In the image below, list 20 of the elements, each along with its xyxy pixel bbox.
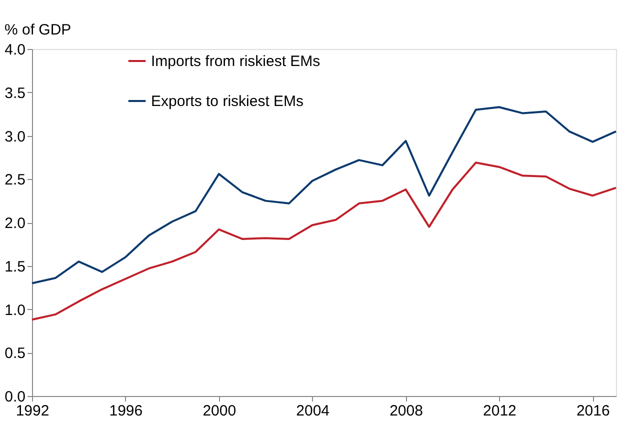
y-tick-label: 1.5: [4, 258, 26, 276]
x-tick-label: 2016: [576, 402, 610, 420]
y-tick-label: 3.0: [4, 128, 26, 146]
x-tick-label: 2008: [390, 402, 423, 420]
y-tick-label: 2.0: [4, 215, 26, 232]
y-tick-label: 3.5: [4, 84, 26, 102]
x-tick-label: 1996: [109, 402, 143, 420]
x-tick-label: 1992: [16, 402, 50, 420]
y-tick-label: 1.0: [4, 302, 26, 319]
y-tick-label: 0.0: [4, 388, 26, 406]
y-axis-title: % of GDP: [4, 22, 72, 38]
y-tick-label: 4.0: [4, 42, 26, 58]
y-tick-label: 2.5: [4, 172, 26, 189]
line-series: [31, 162, 617, 321]
legend-label: Exports to riskiest EMs: [151, 93, 304, 110]
x-tick-label: 2004: [296, 402, 330, 420]
legend-label: Imports from riskiest EMs: [151, 53, 320, 70]
y-tick-label: 0.5: [4, 345, 26, 362]
x-tick-label: 2012: [483, 402, 516, 420]
x-tick-label: 2000: [202, 402, 236, 420]
